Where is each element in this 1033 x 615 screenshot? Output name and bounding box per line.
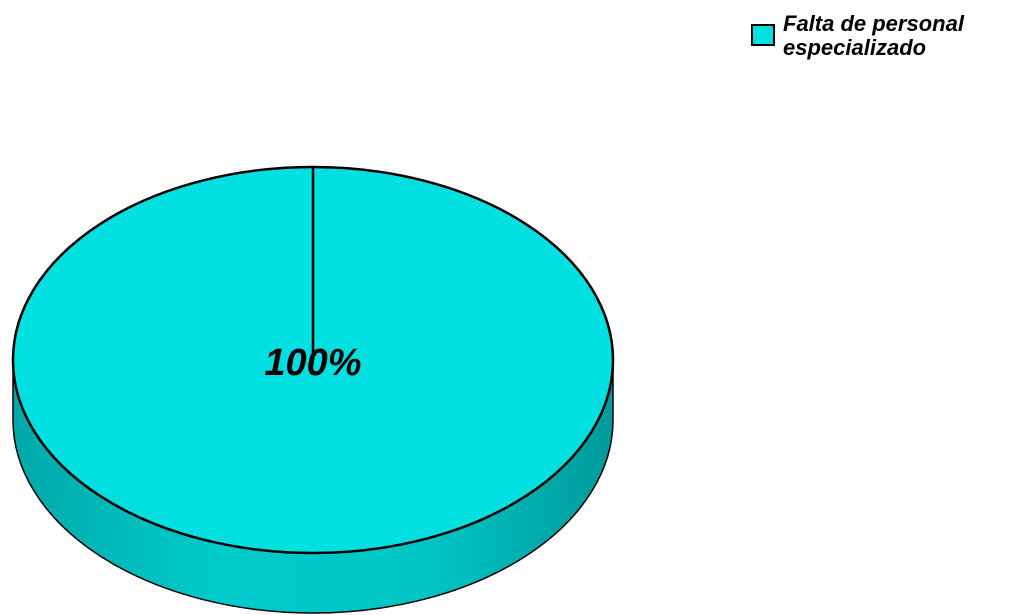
legend-label: Falta de personal especializado	[783, 11, 964, 60]
legend: Falta de personal especializado	[751, 12, 1029, 60]
legend-swatch	[751, 24, 775, 46]
value-label: 100%	[264, 342, 361, 384]
